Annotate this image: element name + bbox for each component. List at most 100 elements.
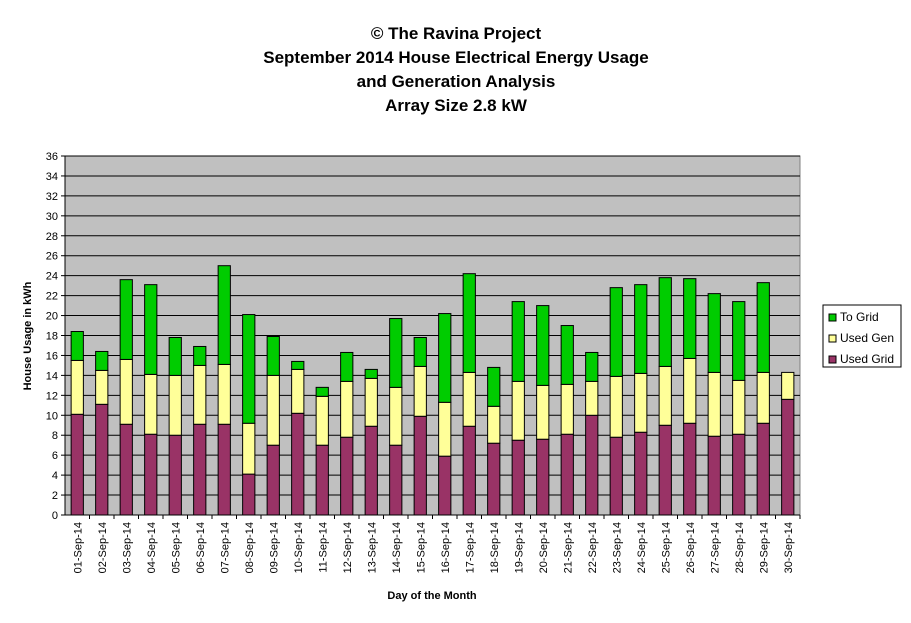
bar-segment-to-grid <box>560 325 574 385</box>
bar-segment-used-gen <box>781 371 795 400</box>
bar-segment-used-gen <box>560 383 574 435</box>
y-tick-label: 34 <box>46 171 58 183</box>
bar-segment-to-grid <box>683 278 697 359</box>
x-tick-label: 03-Sep-14 <box>121 522 133 573</box>
bar-segment-used-gen <box>634 372 648 433</box>
x-tick-label: 06-Sep-14 <box>195 522 207 573</box>
bar-segment-to-grid <box>413 336 427 367</box>
y-tick-label: 22 <box>46 291 58 303</box>
bar-segment-used-grid <box>389 444 403 516</box>
bar-segment-used-grid <box>119 423 133 516</box>
bar-segment-used-grid <box>756 422 770 516</box>
x-tick-label: 02-Sep-14 <box>97 522 109 573</box>
bar-segment-used-grid <box>266 444 280 516</box>
x-axis-label: Day of the Month <box>387 590 476 602</box>
bar-segment-to-grid <box>536 305 550 386</box>
legend-swatch <box>828 355 837 364</box>
bar-segment-to-grid <box>487 366 501 407</box>
bar-segment-used-gen <box>340 380 354 438</box>
bar-segment-to-grid <box>634 284 648 374</box>
x-tick-label: 23-Sep-14 <box>611 522 623 573</box>
bar-segment-to-grid <box>732 301 746 381</box>
x-tick-label: 17-Sep-14 <box>464 522 476 573</box>
bar-segment-to-grid <box>364 368 378 379</box>
bar-segment-used-grid <box>536 438 550 516</box>
bar-segment-used-gen <box>119 358 133 425</box>
x-tick-label: 13-Sep-14 <box>366 522 378 573</box>
x-tick-label: 05-Sep-14 <box>170 522 182 573</box>
bar-segment-used-gen <box>242 422 256 475</box>
bar-segment-to-grid <box>389 318 403 388</box>
bar-segment-used-gen <box>683 357 697 424</box>
y-tick-label: 16 <box>46 350 58 362</box>
chart-title-line: Array Size 2.8 kW <box>385 96 528 115</box>
y-tick-label: 6 <box>52 450 58 462</box>
bar-segment-used-grid <box>315 444 329 516</box>
bar-segment-used-grid <box>781 398 795 516</box>
bar-segment-to-grid <box>707 293 721 373</box>
x-tick-label: 21-Sep-14 <box>562 522 574 573</box>
legend-swatch <box>828 313 837 322</box>
bar-segment-used-gen <box>585 380 599 416</box>
bar-segment-to-grid <box>511 301 525 382</box>
x-tick-label: 09-Sep-14 <box>268 522 280 573</box>
x-tick-label: 18-Sep-14 <box>489 522 501 573</box>
bar-segment-used-grid <box>560 433 574 516</box>
bar-segment-used-grid <box>95 403 109 516</box>
x-tick-label: 16-Sep-14 <box>440 522 452 573</box>
bar-segment-used-grid <box>732 433 746 516</box>
bar-segment-used-grid <box>658 424 672 516</box>
x-tick-label: 24-Sep-14 <box>636 522 648 573</box>
bar-segment-used-grid <box>144 433 158 516</box>
x-tick-label: 20-Sep-14 <box>538 522 550 573</box>
bar-segment-used-gen <box>168 374 182 436</box>
y-tick-label: 8 <box>52 430 58 442</box>
chart-title-line: and Generation Analysis <box>357 72 556 91</box>
bar-segment-to-grid <box>95 350 109 371</box>
x-tick-label: 27-Sep-14 <box>709 522 721 573</box>
y-tick-label: 14 <box>46 370 58 382</box>
bar-segment-used-gen <box>315 395 329 446</box>
bar-segment-used-grid <box>340 436 354 516</box>
y-tick-label: 10 <box>46 410 58 422</box>
bar-segment-to-grid <box>609 287 623 377</box>
bar-segment-to-grid <box>462 273 476 373</box>
bar-segment-used-gen <box>70 359 84 415</box>
y-tick-label: 18 <box>46 331 58 343</box>
bar-segment-used-gen <box>95 369 109 405</box>
bar-segment-used-grid <box>511 439 525 516</box>
x-tick-label: 10-Sep-14 <box>293 522 305 573</box>
chart-title-line: © The Ravina Project <box>371 24 542 43</box>
bar-segment-used-gen <box>487 405 501 444</box>
bar-segment-used-gen <box>144 373 158 435</box>
bar-segment-used-grid <box>413 415 427 516</box>
bar-segment-to-grid <box>438 313 452 403</box>
x-tick-label: 15-Sep-14 <box>415 522 427 573</box>
bar-segment-to-grid <box>168 336 182 376</box>
y-tick-label: 2 <box>52 490 58 502</box>
bar-segment-used-gen <box>462 371 476 427</box>
bar-segment-to-grid <box>291 360 305 370</box>
bar-segment-to-grid <box>658 277 672 367</box>
bar-segment-used-gen <box>193 364 207 425</box>
y-tick-label: 12 <box>46 390 58 402</box>
bar-segment-used-gen <box>756 371 770 424</box>
bar-segment-to-grid <box>70 331 84 361</box>
bar-segment-to-grid <box>144 284 158 375</box>
chart-title: © The Ravina Project September 2014 House… <box>263 24 649 115</box>
bar-segment-used-gen <box>438 401 452 457</box>
bar-segment-used-grid <box>609 436 623 516</box>
x-tick-label: 11-Sep-14 <box>317 522 329 573</box>
y-tick-label: 30 <box>46 211 58 223</box>
x-tick-labels: 01-Sep-14 02-Sep-14 03-Sep-14 04-Sep-14 05-S… <box>72 515 801 573</box>
x-tick-label: 14-Sep-14 <box>391 522 403 573</box>
y-tick-label: 0 <box>52 510 58 522</box>
bar-segment-used-gen <box>413 365 427 417</box>
legend-item-label: To Grid <box>840 310 879 324</box>
bar-segment-to-grid <box>119 279 133 360</box>
bar-segment-used-grid <box>487 442 501 516</box>
y-axis-label: House Usage in kWh <box>22 281 34 390</box>
x-tick-label: 08-Sep-14 <box>244 522 256 573</box>
